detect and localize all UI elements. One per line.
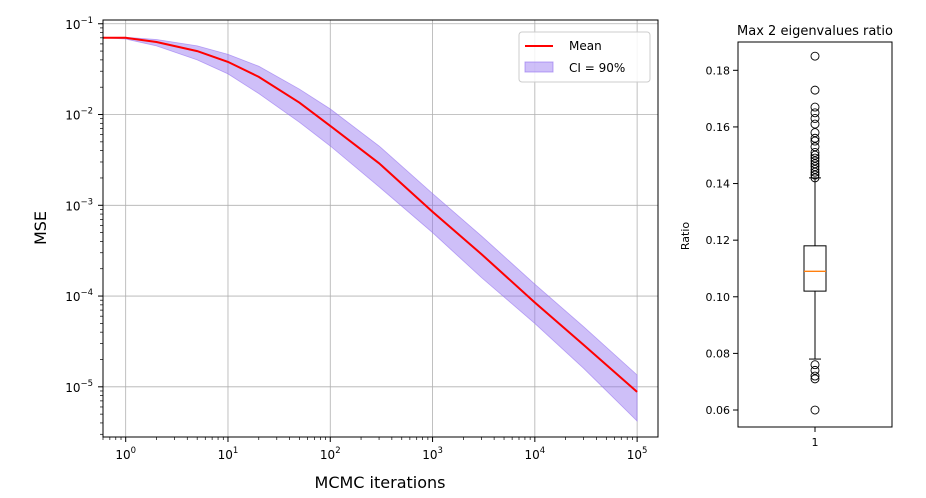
outlier-point [810,85,820,95]
outlier-point [810,51,820,61]
ratio-panel: Max 2 eigenvalues ratio 0.06 0.08 0.10 0.12… [679,24,893,449]
x-tick-label: 104 [524,446,545,462]
y-tick-label: 10−2 [65,107,93,123]
ratio-y-tick-label: 0.16 [706,121,731,134]
ratio-y-tick-label: 0.14 [706,178,731,191]
outlier-point [810,170,820,180]
outlier-point [810,156,820,166]
x-tick-label: 105 [627,446,648,462]
ratio-title: Max 2 eigenvalues ratio [737,24,893,39]
mse-axes-frame [102,19,659,438]
ratio-y-tick-label: 0.08 [706,347,731,360]
outlier-point [810,173,820,183]
y-tick-label: 10−3 [65,197,93,213]
outlier-point [810,164,820,174]
ratio-x-tick-label: 1 [812,436,819,449]
mse-grid [103,20,658,437]
y-tick-label: 10−5 [65,379,93,395]
outlier-point [810,113,820,123]
y-tick-label: 10−4 [65,288,93,304]
ratio-y-tick-label: 0.10 [706,291,731,304]
outlier-point [810,147,820,157]
mse-panel: 100 101 102 103 104 105 10−110−210−310−410−5 … [31,16,659,492]
outlier-point [810,153,820,163]
outlier-point [810,360,820,370]
outlier-point [810,150,820,160]
box-iqr [803,245,827,292]
ratio-y-tick-label: 0.18 [706,64,731,77]
outlier-point [810,405,820,415]
mse-plot-area [103,20,658,437]
legend-ci-swatch [524,61,554,73]
ci-band [102,36,638,422]
x-tick-label: 103 [422,446,443,462]
ratio-y-axis-label: Ratio [679,222,692,251]
outlier-point [810,162,820,172]
mse-x-axis-label: MCMC iterations [315,473,446,492]
legend: Mean CI = 90% [518,31,651,83]
outlier-point [810,108,820,118]
outlier-point [810,133,820,143]
y-tick-label: 10−1 [65,16,93,32]
legend-ci-label: CI = 90% [569,61,625,75]
mse-x-ticks: 100 101 102 103 104 105 [102,437,648,462]
x-tick-label: 101 [218,446,239,462]
ratio-y-ticks: 0.06 0.08 0.10 0.12 0.14 0.16 0.18 [706,64,738,417]
outlier-point [810,167,820,177]
outlier-point [810,119,820,129]
legend-box [518,31,651,83]
outlier-point [810,159,820,169]
mse-y-axis-label: MSE [31,211,50,245]
x-tick-label: 102 [320,446,341,462]
outlier-point [810,142,820,152]
legend-mean-label: Mean [569,39,602,53]
mse-y-ticks: 10−1 10−2 10−3 10−4 10−5 [65,16,103,435]
outlier-point [810,136,820,146]
mean-line [103,36,638,393]
outlier-point [810,365,820,375]
ratio-y-tick-label: 0.06 [706,404,731,417]
ratio-y-tick-label: 0.12 [706,234,731,247]
outlier-point [810,374,820,384]
outlier-point [810,102,820,112]
outlier-point [810,128,820,138]
outlier-point [810,371,820,381]
x-tick-label: 100 [115,446,136,462]
box-plot [803,51,827,415]
